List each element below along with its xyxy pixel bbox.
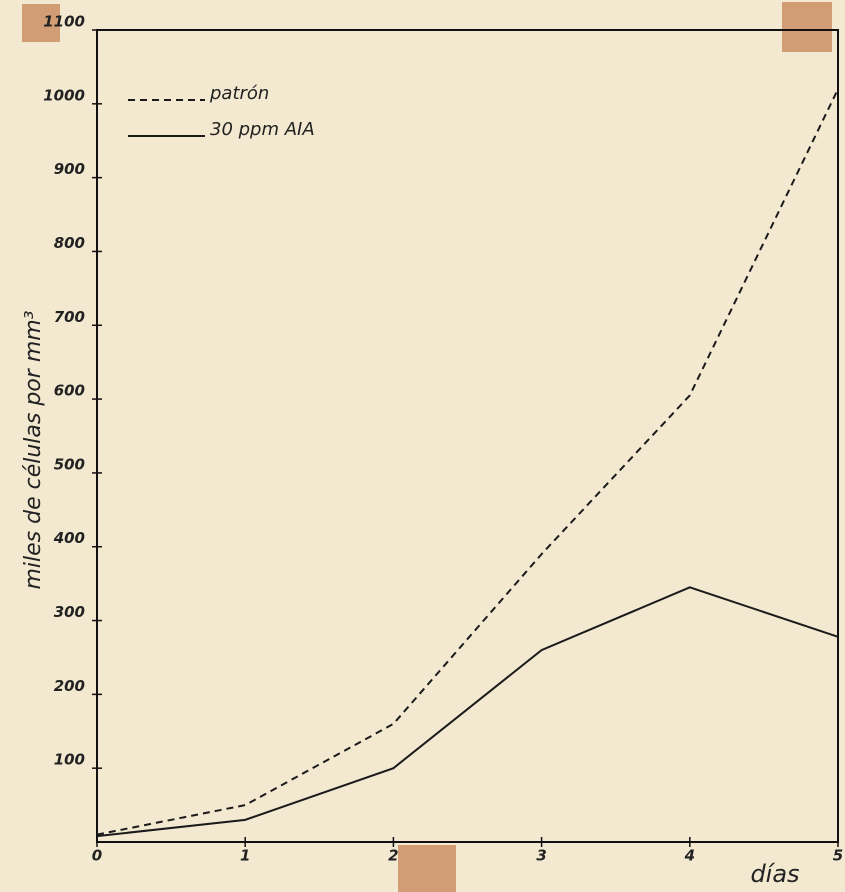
x-tick-label: 5 [833,847,843,865]
y-axis-label: miles de células por mm³ [21,310,46,589]
y-tick-label: 700 [54,308,85,326]
x-tick-label: 2 [388,847,398,865]
y-tick-label: 1100 [43,13,85,31]
y-tick-label: 600 [54,382,85,400]
page: {"chart_data": {"type": "line", "x_label… [0,0,845,892]
x-tick-label: 3 [536,847,546,865]
tape [782,2,832,52]
y-tick-label: 200 [54,677,85,695]
tape [398,845,456,892]
y-tick-label: 900 [54,160,85,178]
y-tick-label: 800 [54,234,85,252]
x-tick-label: 4 [684,847,695,865]
x-tick-label: 0 [92,847,102,865]
x-tick-label: 1 [240,847,250,865]
chart: días miles de células por mm³ 100 200 300 4… [0,0,845,892]
y-tick-label: 400 [53,529,85,547]
y-tick-label: 500 [54,455,85,473]
y-tick-label: 1000 [43,86,85,104]
paper [0,0,845,892]
legend-label: 30 ppm AIA [210,119,315,140]
x-axis-label: días [750,860,799,888]
y-tick-label: 300 [54,603,85,621]
y-tick-label: 100 [54,751,85,769]
legend-label: patrón [209,83,269,104]
